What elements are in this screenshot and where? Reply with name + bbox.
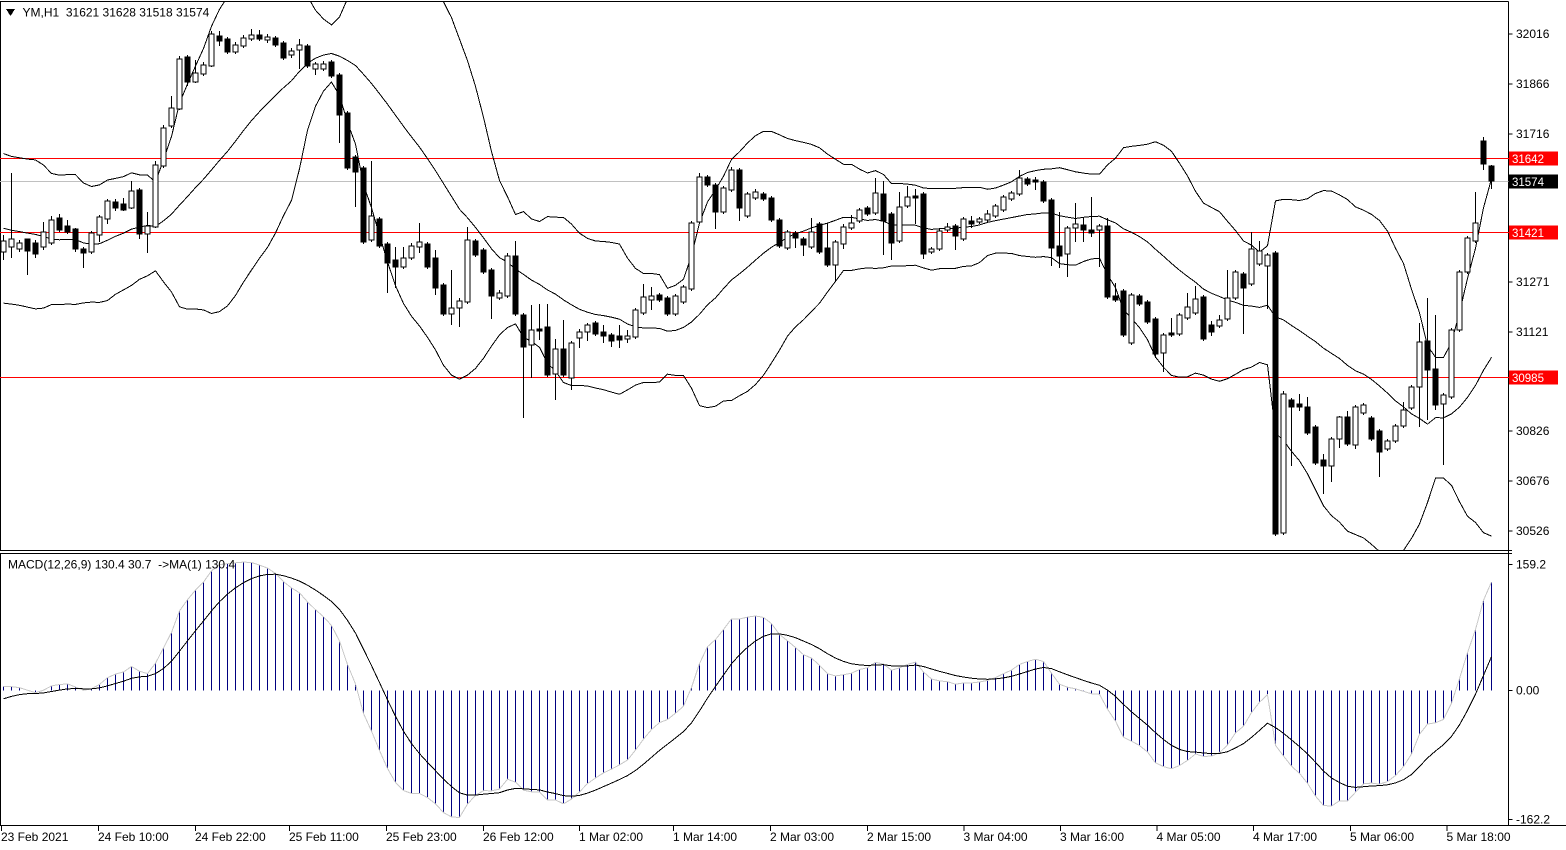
svg-text:31642: 31642	[1512, 154, 1544, 166]
svg-text:30526: 30526	[1516, 524, 1550, 538]
svg-text:159.2: 159.2	[1516, 558, 1546, 572]
svg-text:MACD(12,26,9) 130.4 30.7 ->MA: MACD(12,26,9) 130.4 30.7 ->MA(1) 130.4	[8, 558, 235, 572]
svg-text:3 Mar 04:00: 3 Mar 04:00	[964, 830, 1028, 844]
svg-text:23 Feb 2021: 23 Feb 2021	[1, 830, 69, 844]
svg-text:4 Mar 17:00: 4 Mar 17:00	[1253, 830, 1317, 844]
svg-text:31866: 31866	[1516, 77, 1550, 91]
svg-text:31574: 31574	[1512, 177, 1545, 189]
svg-text:5 Mar 18:00: 5 Mar 18:00	[1447, 830, 1511, 844]
svg-text:30826: 30826	[1516, 424, 1550, 438]
svg-text:24 Feb 22:00: 24 Feb 22:00	[195, 830, 266, 844]
svg-text:32016: 32016	[1516, 27, 1550, 41]
svg-text:0.00: 0.00	[1516, 684, 1540, 698]
svg-text:31121: 31121	[1516, 325, 1549, 339]
svg-text:2 Mar 15:00: 2 Mar 15:00	[867, 830, 931, 844]
svg-text:2 Mar 03:00: 2 Mar 03:00	[770, 830, 834, 844]
svg-text:3 Mar 16:00: 3 Mar 16:00	[1060, 830, 1124, 844]
svg-text:1 Mar 02:00: 1 Mar 02:00	[579, 830, 643, 844]
svg-text:24 Feb 10:00: 24 Feb 10:00	[98, 830, 169, 844]
svg-text:25 Feb 11:00: 25 Feb 11:00	[289, 830, 359, 844]
svg-text:31421: 31421	[1512, 228, 1544, 240]
svg-text:26 Feb 12:00: 26 Feb 12:00	[483, 830, 554, 844]
svg-text:31716: 31716	[1516, 127, 1550, 141]
svg-text:5 Mar 06:00: 5 Mar 06:00	[1350, 830, 1414, 844]
svg-text:YM,H1 31621 31628 31518 31574: YM,H1 31621 31628 31518 31574	[23, 6, 210, 20]
svg-text:30676: 30676	[1516, 474, 1550, 488]
svg-text:25 Feb 23:00: 25 Feb 23:00	[386, 830, 457, 844]
svg-text:30985: 30985	[1512, 373, 1544, 385]
svg-text:1 Mar 14:00: 1 Mar 14:00	[673, 830, 737, 844]
svg-text:31271: 31271	[1516, 275, 1550, 289]
svg-text:-162.2: -162.2	[1516, 813, 1550, 827]
svg-text:4 Mar 05:00: 4 Mar 05:00	[1157, 830, 1221, 844]
